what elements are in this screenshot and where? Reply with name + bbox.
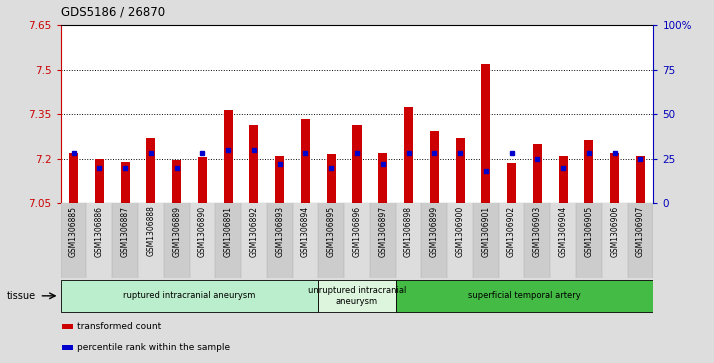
Text: GSM1306886: GSM1306886 bbox=[95, 205, 104, 257]
Bar bbox=[138, 203, 164, 278]
Bar bbox=[86, 203, 112, 278]
Bar bbox=[430, 131, 439, 203]
Text: GSM1306893: GSM1306893 bbox=[275, 205, 284, 257]
Text: GSM1306895: GSM1306895 bbox=[327, 205, 336, 257]
Text: GDS5186 / 26870: GDS5186 / 26870 bbox=[61, 5, 165, 18]
Text: GSM1306888: GSM1306888 bbox=[146, 205, 156, 256]
Bar bbox=[636, 156, 645, 203]
Text: GSM1306892: GSM1306892 bbox=[249, 205, 258, 257]
Bar bbox=[396, 203, 421, 278]
Bar bbox=[61, 203, 86, 278]
Bar bbox=[533, 144, 542, 203]
Text: transformed count: transformed count bbox=[77, 322, 161, 331]
Bar bbox=[223, 110, 233, 203]
Bar bbox=[456, 138, 465, 203]
Bar bbox=[121, 162, 130, 203]
Bar bbox=[447, 203, 473, 278]
Bar bbox=[370, 203, 396, 278]
Text: GSM1306900: GSM1306900 bbox=[456, 205, 465, 257]
Bar bbox=[275, 156, 284, 203]
Text: GSM1306906: GSM1306906 bbox=[610, 205, 619, 257]
Bar bbox=[301, 119, 310, 203]
Bar bbox=[353, 125, 361, 203]
Text: tissue: tissue bbox=[7, 291, 36, 301]
Bar bbox=[421, 203, 447, 278]
Text: GSM1306899: GSM1306899 bbox=[430, 205, 439, 257]
Bar bbox=[146, 138, 156, 203]
Bar bbox=[396, 280, 653, 312]
Bar bbox=[498, 203, 525, 278]
Bar bbox=[628, 203, 653, 278]
Bar bbox=[293, 203, 318, 278]
Text: GSM1306897: GSM1306897 bbox=[378, 205, 387, 257]
Bar bbox=[404, 107, 413, 203]
Bar bbox=[327, 154, 336, 203]
Bar bbox=[602, 203, 628, 278]
Bar bbox=[112, 203, 138, 278]
Text: GSM1306890: GSM1306890 bbox=[198, 205, 207, 257]
Text: GSM1306902: GSM1306902 bbox=[507, 205, 516, 257]
Bar bbox=[473, 203, 498, 278]
Text: GSM1306904: GSM1306904 bbox=[558, 205, 568, 257]
Bar bbox=[507, 163, 516, 203]
Bar bbox=[164, 203, 189, 278]
Text: GSM1306891: GSM1306891 bbox=[223, 205, 233, 257]
Bar bbox=[318, 203, 344, 278]
Text: GSM1306889: GSM1306889 bbox=[172, 205, 181, 257]
Text: unruptured intracranial
aneurysm: unruptured intracranial aneurysm bbox=[308, 286, 406, 306]
Text: GSM1306901: GSM1306901 bbox=[481, 205, 491, 257]
Bar bbox=[62, 324, 73, 329]
Bar bbox=[198, 157, 207, 203]
Text: GSM1306896: GSM1306896 bbox=[353, 205, 361, 257]
Bar bbox=[249, 125, 258, 203]
Bar bbox=[344, 203, 370, 278]
Text: GSM1306894: GSM1306894 bbox=[301, 205, 310, 257]
Text: percentile rank within the sample: percentile rank within the sample bbox=[77, 343, 230, 352]
Text: GSM1306907: GSM1306907 bbox=[636, 205, 645, 257]
Bar bbox=[189, 203, 216, 278]
Bar bbox=[62, 345, 73, 350]
Bar bbox=[558, 156, 568, 203]
Text: GSM1306887: GSM1306887 bbox=[121, 205, 130, 257]
Bar bbox=[550, 203, 576, 278]
Bar bbox=[584, 139, 593, 203]
Text: GSM1306903: GSM1306903 bbox=[533, 205, 542, 257]
Bar bbox=[481, 64, 491, 203]
Bar bbox=[69, 153, 78, 203]
Text: ruptured intracranial aneurysm: ruptured intracranial aneurysm bbox=[124, 291, 256, 300]
Bar bbox=[267, 203, 293, 278]
Bar bbox=[61, 280, 318, 312]
Bar bbox=[576, 203, 602, 278]
Bar bbox=[525, 203, 550, 278]
Bar bbox=[318, 280, 396, 312]
Text: GSM1306898: GSM1306898 bbox=[404, 205, 413, 257]
Text: superficial temporal artery: superficial temporal artery bbox=[468, 291, 581, 300]
Bar bbox=[378, 153, 387, 203]
Bar bbox=[172, 160, 181, 203]
Bar bbox=[241, 203, 267, 278]
Text: GSM1306905: GSM1306905 bbox=[584, 205, 593, 257]
Bar bbox=[216, 203, 241, 278]
Bar bbox=[95, 159, 104, 203]
Text: GSM1306885: GSM1306885 bbox=[69, 205, 78, 257]
Bar bbox=[610, 153, 619, 203]
